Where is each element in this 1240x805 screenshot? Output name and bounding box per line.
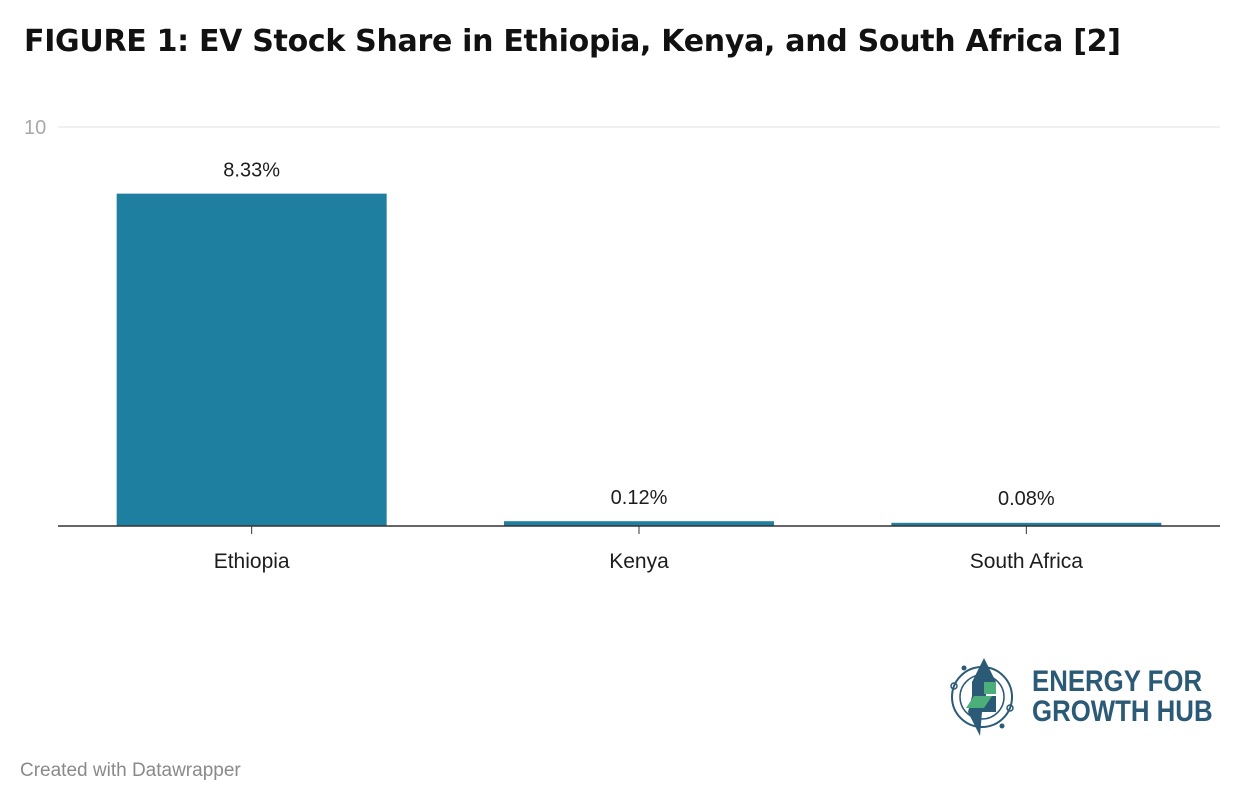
- logo-text: ENERGY FOR GROWTH HUB: [1032, 667, 1213, 727]
- data-label: 0.12%: [611, 487, 668, 509]
- x-axis: [58, 525, 1220, 534]
- data-label: 0.08%: [998, 488, 1055, 510]
- footer-credit: Created with Datawrapper: [20, 760, 241, 781]
- x-tick-label: Kenya: [609, 550, 669, 573]
- energy-for-growth-hub-logo-icon: [950, 658, 1014, 736]
- bar-chart: 10 8.33% Ethiopia 0.12% Kenya 0.08% South Afri…: [24, 117, 1220, 573]
- bars: [116, 193, 1162, 526]
- x-tick-label: South Africa: [970, 550, 1084, 573]
- chart-title: FIGURE 1: EV Stock Share in Ethiopia, Ke…: [24, 24, 1121, 59]
- labels: 10 8.33% Ethiopia 0.12% Kenya 0.08% South Afri…: [24, 117, 1083, 573]
- x-tick-label: Ethiopia: [214, 550, 290, 573]
- y-tick-label: 10: [24, 117, 46, 139]
- brand-logo: ENERGY FOR GROWTH HUB: [944, 656, 1240, 738]
- bar-ethiopia: [116, 193, 387, 526]
- logo-line-1: ENERGY FOR: [1032, 665, 1203, 698]
- logo-line-2: GROWTH HUB: [1032, 695, 1213, 728]
- data-label: 8.33%: [223, 160, 280, 182]
- bar-south-africa: [891, 522, 1162, 526]
- bar-kenya: [504, 521, 774, 526]
